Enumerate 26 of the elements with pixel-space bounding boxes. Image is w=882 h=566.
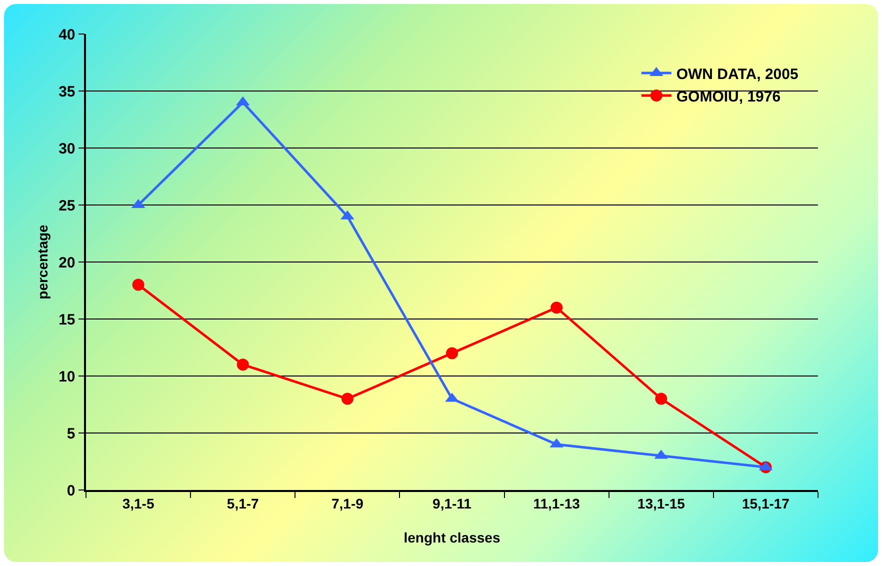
legend-label: OWN DATA, 2005	[676, 66, 798, 83]
point	[341, 392, 354, 405]
x-tick-label: 9,1-11	[432, 496, 472, 512]
y-tick-label: 20	[58, 254, 76, 272]
x-tick-label: 3,1-5	[122, 496, 154, 512]
point	[550, 302, 563, 314]
x-tick-label: 15,1-17	[742, 496, 790, 512]
y-tick-label: 5	[66, 425, 76, 442]
point	[236, 358, 249, 371]
point	[655, 392, 668, 405]
point	[132, 278, 144, 291]
legend-label: GOMOIU, 1976	[676, 88, 781, 106]
y-tick-label: 0	[66, 482, 76, 500]
y-tick-label: 10	[58, 368, 76, 386]
y-tick-label: 30	[58, 140, 76, 158]
y-axis-title: percentage	[34, 224, 50, 300]
y-tick-label: 15	[58, 311, 76, 328]
y-tick-label: 40	[58, 26, 76, 44]
x-tick-label: 13,1-15	[637, 496, 686, 512]
point	[446, 347, 458, 360]
x-tick-label: 5,1-7	[226, 496, 260, 512]
y-tick-label: 25	[58, 197, 76, 214]
y-tick-label: 35	[58, 83, 76, 100]
x-tick-label: 7,1-9	[331, 496, 364, 512]
x-axis-title: lenght classes	[404, 530, 500, 546]
x-tick-label: 11,1-13	[533, 496, 580, 512]
